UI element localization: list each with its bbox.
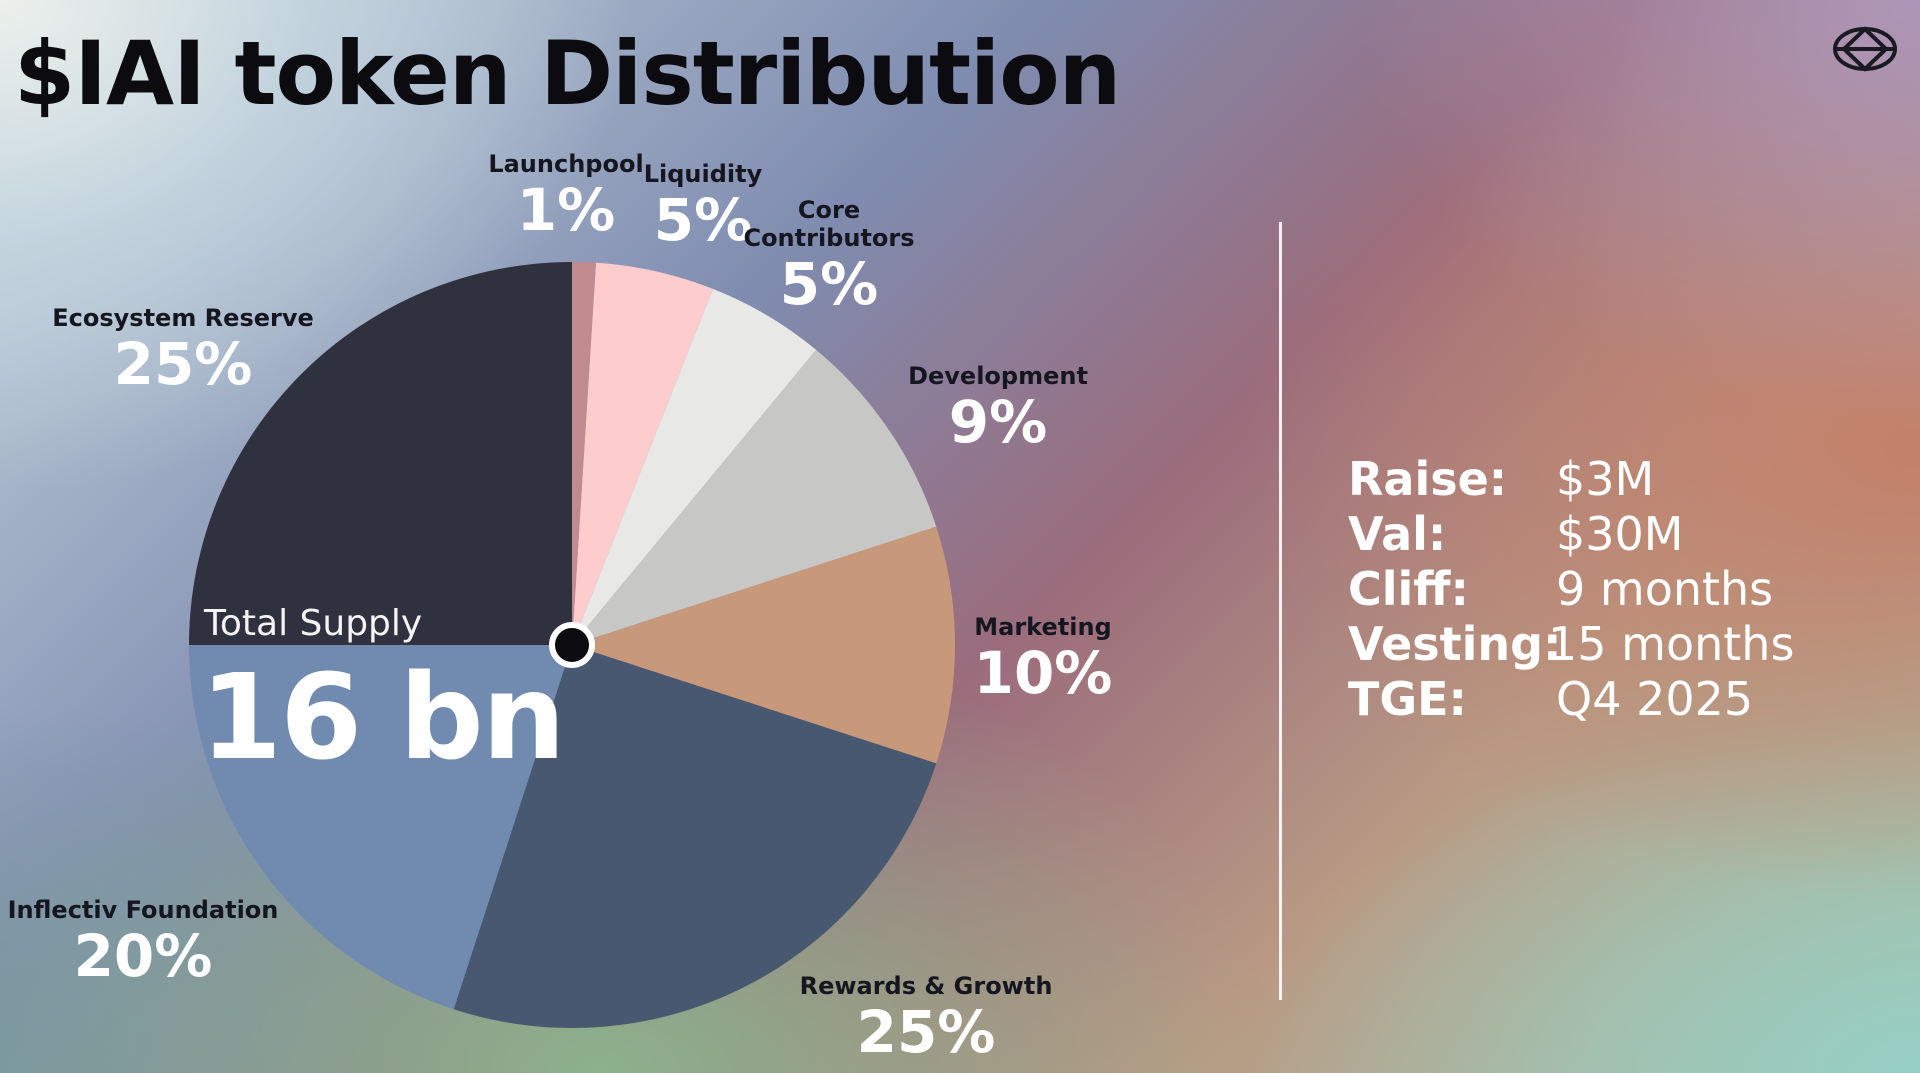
total-supply-value: 16 bn (200, 648, 566, 786)
slice-ecosystem-reserve (189, 262, 572, 645)
label-liquidity-value: 5% (653, 186, 753, 254)
globe-grid-icon (1833, 26, 1897, 72)
label-marketing-value: 10% (973, 639, 1113, 707)
label-marketing-name: Marketing (974, 613, 1112, 641)
stat-raise-key: Raise: (1348, 452, 1508, 506)
label-marketing: Marketing 10% (974, 613, 1113, 705)
label-rewards-growth-name: Rewards & Growth (799, 972, 1053, 1000)
label-rewards-growth-value: 25% (856, 998, 996, 1066)
page-title: $IAI token Distribution (14, 22, 1121, 125)
label-inflectiv-foundation: Inflectiv Foundation 20% (8, 896, 279, 988)
stat-cliff-value: 9 months (1556, 562, 1774, 616)
stat-tge-key: TGE: (1348, 672, 1467, 726)
pie-center-dot (549, 622, 595, 668)
label-core-contributors: Core Contributors 5% (734, 196, 924, 316)
slice-inflectiv-foundation (189, 645, 572, 1010)
label-inflectiv-foundation-value: 20% (73, 922, 213, 990)
slice-core-contributors (572, 288, 817, 645)
label-development-value: 9% (948, 388, 1048, 456)
slice-development (572, 349, 937, 645)
stat-val-value: $30M (1556, 507, 1684, 561)
stat-val-key: Val: (1348, 507, 1447, 561)
label-development: Development 9% (908, 362, 1088, 454)
label-development-name: Development (908, 362, 1088, 390)
slice-launchpool (572, 262, 597, 645)
stat-vesting-value: 15 months (1548, 617, 1795, 671)
slice-marketing (572, 526, 955, 764)
label-launchpool: Launchpool 1% (488, 150, 643, 242)
slice-rewards-growth (453, 645, 937, 1028)
divider-line (1279, 222, 1282, 1000)
label-launchpool-name: Launchpool (488, 150, 644, 178)
label-core-contributors-name: Core Contributors (743, 196, 915, 252)
stat-vesting-key: Vesting: (1348, 617, 1562, 671)
label-liquidity: Liquidity 5% (644, 160, 763, 252)
label-core-contributors-value: 5% (779, 250, 879, 318)
label-ecosystem-reserve-value: 25% (113, 330, 253, 398)
stat-tge-value: Q4 2025 (1556, 672, 1754, 726)
label-rewards-growth: Rewards & Growth 25% (800, 972, 1053, 1064)
slice-liquidity (572, 262, 713, 645)
label-ecosystem-reserve: Ecosystem Reserve 25% (52, 304, 314, 396)
stat-cliff-key: Cliff: (1348, 562, 1469, 616)
label-ecosystem-reserve-name: Ecosystem Reserve (52, 304, 314, 332)
label-launchpool-value: 1% (516, 176, 616, 244)
stat-raise-value: $3M (1556, 452, 1655, 506)
total-supply-label: Total Supply (204, 603, 423, 644)
label-inflectiv-foundation-name: Inflectiv Foundation (7, 896, 279, 924)
label-liquidity-name: Liquidity (643, 160, 763, 188)
